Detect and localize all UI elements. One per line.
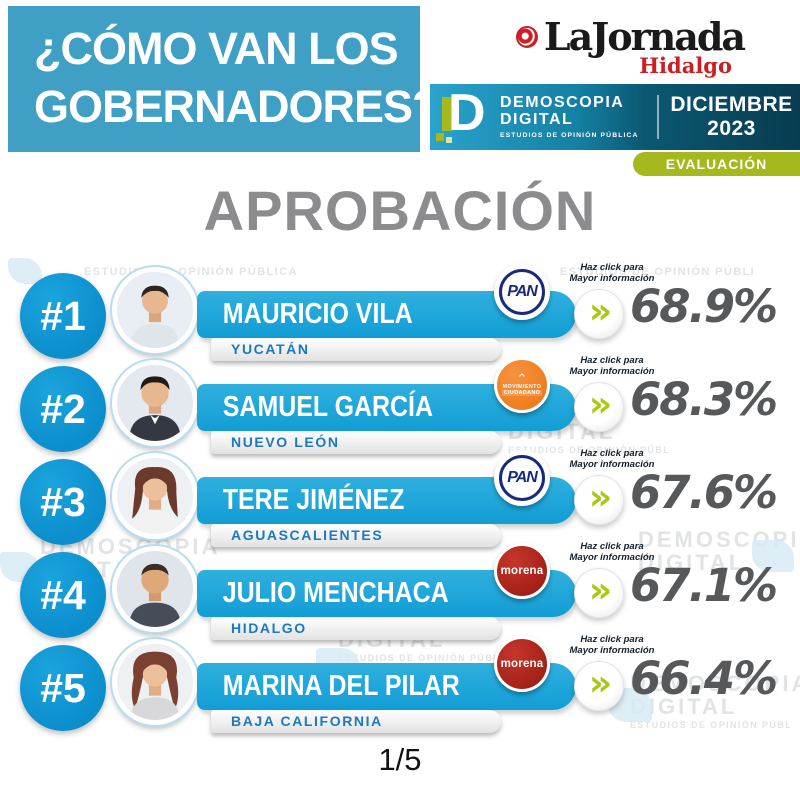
approval-value: 66.4% — [630, 652, 778, 705]
governor-name: TERE JIMÉNEZ — [222, 484, 405, 516]
demoscopia-header-bar: D DEMOSCOPIA DIGITAL ESTUDIOS DE OPINIÓN… — [430, 84, 800, 150]
double-chevron-icon: » — [588, 476, 612, 518]
approval-value: 67.6% — [630, 466, 778, 519]
evaluation-badge: EVALUACIÓN — [633, 152, 800, 176]
approval-value: 68.9% — [630, 280, 778, 333]
demoscopia-d-logo-icon: D — [436, 84, 494, 145]
state-strip: AGUASCALIENTES — [211, 524, 501, 547]
more-info-button[interactable]: » — [574, 568, 624, 618]
governor-name: MAURICIO VILA — [222, 298, 413, 330]
governor-photo — [112, 267, 198, 353]
main-title-line2: GOBERNADORES? — [34, 80, 440, 132]
governor-state: YUCATÁN — [231, 341, 310, 357]
rank-badge: #5 — [20, 645, 106, 731]
party-logo-pan: PAN — [494, 450, 550, 506]
governor-row: #4 JULIO MENCHACA HIDALGO morena Haz cli… — [0, 541, 800, 642]
period-label: DICIEMBRE 2023 — [670, 93, 793, 140]
party-logo-morena: morena — [494, 543, 550, 599]
double-chevron-icon: » — [588, 662, 612, 704]
governor-row: #2 SAMUEL GARCÍA NUEVO LEÓN ⌃ MOVIMIENTO… — [0, 355, 800, 456]
watermark-d-shape — [752, 540, 794, 572]
name-bar: SAMUEL GARCÍA — [197, 384, 576, 431]
rank-badge: #1 — [20, 273, 106, 359]
state-strip: BAJA CALIFORNIA — [211, 710, 501, 733]
state-strip: NUEVO LEÓN — [211, 431, 501, 454]
main-title-banner: ¿CÓMO VAN LOS GOBERNADORES? — [8, 6, 440, 152]
party-logo-movimiento-ciudadano: ⌃ MOVIMIENTO CIUDADANO — [494, 357, 550, 413]
section-title: APROBACIÓN — [203, 179, 597, 242]
governor-name: SAMUEL GARCÍA — [222, 391, 433, 423]
more-info-button[interactable]: » — [574, 382, 624, 432]
org-tagline: ESTUDIOS DE OPINIÓN PÚBLICA — [500, 131, 639, 139]
double-chevron-icon: » — [588, 290, 612, 332]
mc-eagle-icon: ⌃ — [516, 371, 528, 386]
governor-state: NUEVO LEÓN — [231, 434, 340, 450]
more-info-button[interactable]: » — [574, 289, 624, 339]
ranking-list: #1 MAURICIO VILA YUCATÁN PAN Haz click p… — [0, 262, 800, 735]
click-hint: Haz click para Mayor información — [569, 355, 655, 378]
lajornada-sun-icon — [515, 25, 538, 48]
state-strip: YUCATÁN — [211, 338, 501, 361]
governor-photo — [112, 360, 198, 446]
rank-badge: #4 — [20, 552, 106, 638]
click-hint: Haz click para Mayor información — [569, 448, 655, 471]
rank-badge: #2 — [20, 366, 106, 452]
click-hint: Haz click para Mayor información — [569, 634, 655, 657]
header-divider — [657, 95, 659, 139]
lajornada-logo: LaJornada Hidalgo — [470, 14, 790, 80]
governor-photo — [112, 639, 198, 725]
governor-state: HIDALGO — [231, 620, 307, 636]
state-strip: HIDALGO — [211, 617, 501, 640]
main-title-line1: ¿CÓMO VAN LOS — [34, 23, 399, 74]
more-info-button[interactable]: » — [574, 661, 624, 711]
governor-state: AGUASCALIENTES — [231, 527, 384, 543]
watermark: DEMOSCOPIA DIGITAL ESTUDIOS DE OPINIÓN PÚB… — [630, 671, 800, 731]
double-chevron-icon: » — [588, 569, 612, 611]
governor-row: #3 TERE JIMÉNEZ AGUASCALIENTES PAN Haz c… — [0, 448, 800, 549]
governor-name: JULIO MENCHACA — [222, 577, 449, 609]
lajornada-edition: Hidalgo — [639, 53, 732, 78]
approval-value: 68.3% — [630, 373, 778, 426]
rank-badge: #3 — [20, 459, 106, 545]
party-logo-pan: PAN — [494, 264, 550, 320]
watermark: ESTUDIOS DE OPINIÓN PÚBLI — [560, 266, 756, 278]
approval-value: 67.1% — [630, 559, 778, 612]
governor-photo — [112, 546, 198, 632]
more-info-button[interactable]: » — [574, 475, 624, 525]
party-logo-morena: morena — [494, 636, 550, 692]
governor-row: #1 MAURICIO VILA YUCATÁN PAN Haz click p… — [0, 262, 800, 363]
click-hint: Haz click para Mayor información — [569, 541, 655, 564]
governor-photo — [112, 453, 198, 539]
org-name-line1: DEMOSCOPIA — [500, 94, 625, 112]
governor-state: BAJA CALIFORNIA — [231, 713, 383, 729]
lajornada-name: LaJornada — [543, 14, 746, 59]
governor-name: MARINA DEL PILAR — [222, 670, 460, 702]
demoscopia-wordmark: DEMOSCOPIA DIGITAL ESTUDIOS DE OPINIÓN P… — [500, 94, 655, 139]
double-chevron-icon: » — [588, 383, 612, 425]
watermark-d-shape — [8, 258, 42, 284]
org-name-line2: DIGITAL — [500, 111, 574, 128]
click-hint: Haz click para Mayor información — [569, 262, 655, 285]
governor-row: #5 MARINA DEL PILAR BAJA CALIFORNIA more… — [0, 634, 800, 735]
page-indicator: 1/5 — [378, 742, 422, 777]
